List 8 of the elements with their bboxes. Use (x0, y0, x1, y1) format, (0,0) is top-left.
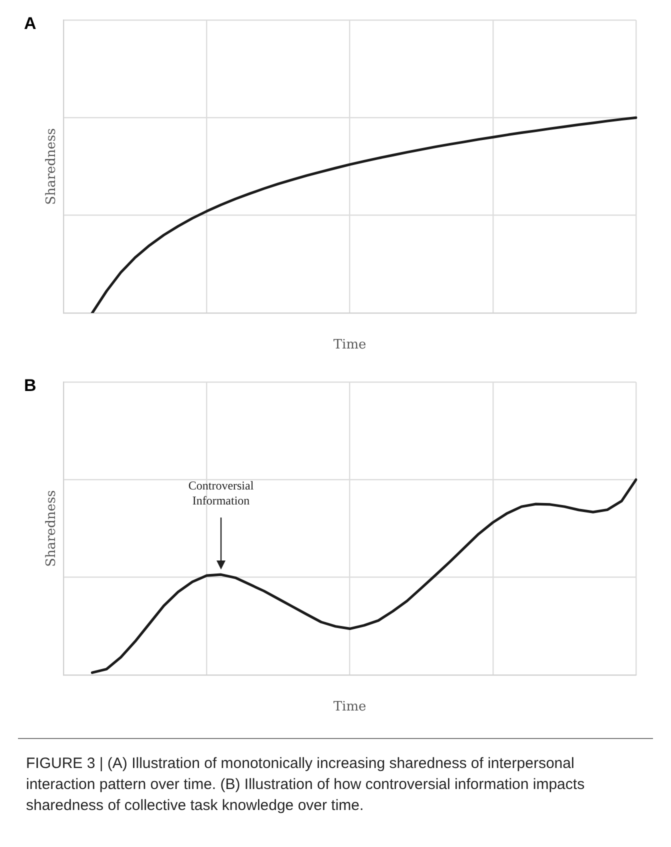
x-axis-title: Time (333, 338, 367, 353)
chart-title: A (24, 14, 36, 34)
caption: FIGURE 3 | (A) Illustration of monotonically increasing sharedness of interpersonal interaction pattern over time. (B) Illustration of how controversial information impacts sharedness of collective task knowledge over time. (18, 738, 653, 816)
y-axis-title: Sharedness (44, 128, 60, 205)
x-axis-title: Time (333, 700, 367, 715)
annotation: Controversial Information (188, 478, 254, 508)
chart-title: B (24, 376, 36, 396)
y-axis-title: Sharedness (44, 490, 60, 567)
